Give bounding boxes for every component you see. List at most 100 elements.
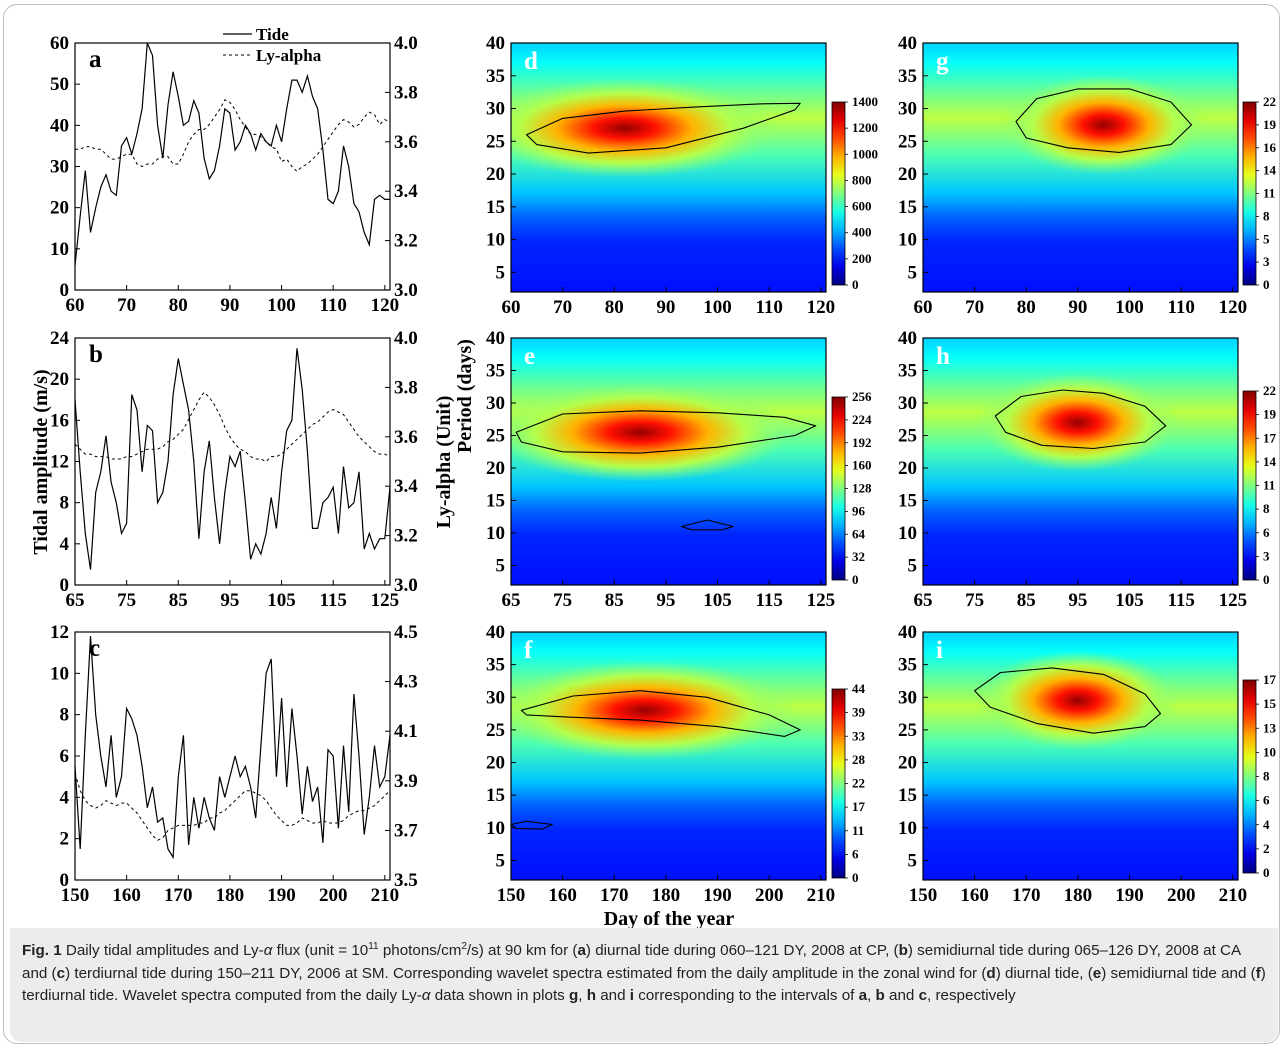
y-tick-label-left: 60	[50, 33, 69, 54]
x-tick-label: 60	[66, 295, 85, 316]
panel-label: h	[936, 343, 950, 370]
colorbar-tick-label: 160	[852, 458, 872, 473]
caption-segment: photons/cm	[378, 942, 462, 959]
panel-label: f	[524, 637, 533, 664]
colorbar-tick-label: 8	[1263, 769, 1270, 784]
y-tick-label: 30	[486, 393, 505, 414]
y-tick-label: 15	[486, 491, 505, 512]
x-tick-label: 65	[914, 590, 933, 611]
x-tick-label: 70	[553, 297, 572, 318]
y-tick-label: 40	[898, 328, 917, 349]
panel-label: c	[89, 635, 100, 662]
y-tick-label-right: 3.5	[394, 870, 418, 891]
significance-contour	[515, 410, 817, 454]
figure-caption: Fig. 1 Daily tidal amplitudes and Ly-α f…	[22, 940, 1267, 1008]
y-tick-label: 20	[486, 753, 505, 774]
y-tick-label: 5	[496, 850, 506, 871]
significance-contour	[520, 690, 801, 737]
caption-segment: ) diurnal tide, (	[995, 964, 1093, 982]
y-tick-label: 5	[908, 556, 918, 577]
significance-contour	[525, 102, 801, 154]
x-tick-label: 100	[267, 295, 296, 316]
colorbar-tick-label: 0	[1263, 277, 1270, 292]
significance-contour	[680, 519, 734, 531]
y-tick-label: 20	[898, 164, 917, 185]
caption-segment: ,	[578, 987, 587, 1004]
colorbar-tick-label: 0	[852, 572, 859, 587]
x-tick-label: 95	[656, 590, 675, 611]
colorbar-tick-label: 0	[1263, 572, 1270, 587]
x-tick-label: 180	[1064, 885, 1093, 906]
colorbar-tick-label: 0	[1263, 865, 1270, 880]
caption-segment: c	[918, 987, 928, 1004]
caption-background	[10, 928, 1278, 1042]
colorbar-tick-label: 15	[1263, 696, 1277, 711]
x-tick-label: 125	[807, 590, 836, 611]
colorbar	[1242, 101, 1257, 286]
colorbar-tick-label: 5	[1263, 231, 1270, 246]
colorbar-tick-label: 8	[1263, 501, 1270, 516]
x-tick-label: 190	[267, 885, 296, 906]
y-tick-label-right: 3.0	[394, 575, 418, 596]
caption-segment: g	[568, 987, 579, 1004]
y-tick-label-right: 4.3	[394, 672, 418, 693]
colorbar-tick-label: 11	[1263, 478, 1275, 493]
colorbar-tick-label: 128	[852, 481, 872, 496]
caption-segment: α	[421, 987, 431, 1004]
y-tick-label-right: 3.7	[394, 820, 418, 841]
x-tick-label: 85	[605, 590, 624, 611]
y-tick-label-left: 4	[60, 534, 70, 555]
x-tick-label: 115	[1167, 590, 1194, 611]
heatmap-g	[923, 43, 1238, 292]
series-line-tide	[74, 636, 391, 860]
panel-label: a	[89, 46, 102, 73]
y-tick-label-right: 4.0	[394, 328, 418, 349]
x-tick-label: 210	[807, 885, 836, 906]
heatmap-peak	[1002, 75, 1205, 175]
x-tick-label: 95	[220, 590, 239, 611]
x-tick-label: 65	[66, 590, 85, 611]
caption-figure-label: Fig. 1	[22, 942, 62, 959]
caption-segment: ) diurnal tide during 060–121 DY, 2008 a…	[585, 942, 899, 959]
colorbar-tick-label: 17	[1263, 430, 1277, 445]
caption-segment: b	[875, 987, 885, 1004]
panel-b: 65 75 85 95 105 115 125 0 4 8 12 16 20 24 3.0 3.2 3.4 3.6…	[50, 328, 418, 611]
significance-contour	[974, 667, 1162, 734]
caption-segment: ) semidiurnal tide and (	[1101, 964, 1256, 982]
caption-segment: α	[263, 942, 273, 959]
y-tick-label: 40	[898, 33, 917, 54]
y-tick-label-left: 6	[60, 746, 70, 767]
colorbar-tick-label: 17	[1263, 672, 1277, 687]
colorbar-tick-label: 44	[852, 681, 866, 696]
x-tick-label: 110	[1167, 297, 1194, 318]
y-tick-label: 40	[486, 328, 505, 349]
y-tick-label-left: 20	[50, 198, 69, 219]
panel-g-frame	[922, 42, 1239, 293]
x-tick-label: 80	[169, 295, 188, 316]
colorbar	[831, 101, 846, 286]
x-tick-label: 125	[1219, 590, 1248, 611]
x-tick-label: 80	[1017, 297, 1036, 318]
colorbar-tick-label: 1400	[852, 94, 878, 109]
colorbar-tick-label: 0	[852, 277, 859, 292]
y-tick-label: 20	[898, 458, 917, 479]
x-tick-label: 105	[267, 590, 296, 611]
colorbar-tick-label: 33	[852, 728, 866, 743]
colorbar-tick-label: 6	[1263, 793, 1270, 808]
caption-segment: ) terdiurnal tide during 150–211 DY, 200…	[65, 964, 987, 982]
colorbar-tick-label: 2	[1263, 841, 1270, 856]
y-tick-label-left: 8	[60, 705, 70, 726]
y-tick-label-left: 2	[60, 829, 70, 850]
y-tick-label: 30	[486, 687, 505, 708]
x-tick-label: 115	[755, 590, 782, 611]
caption-segment: a	[577, 942, 586, 959]
y-tick-label-right: 3.0	[394, 280, 418, 301]
colorbar-tick-label: 1200	[852, 120, 878, 135]
y-tick-label-right: 4.1	[394, 721, 418, 742]
y-tick-label: 10	[898, 523, 917, 544]
y-tick-label: 15	[486, 197, 505, 218]
colorbar-tick-label: 11	[1263, 186, 1275, 201]
x-tick-label: 80	[605, 297, 624, 318]
y-tick-label: 25	[486, 131, 505, 152]
heatmap-peak	[511, 660, 797, 760]
